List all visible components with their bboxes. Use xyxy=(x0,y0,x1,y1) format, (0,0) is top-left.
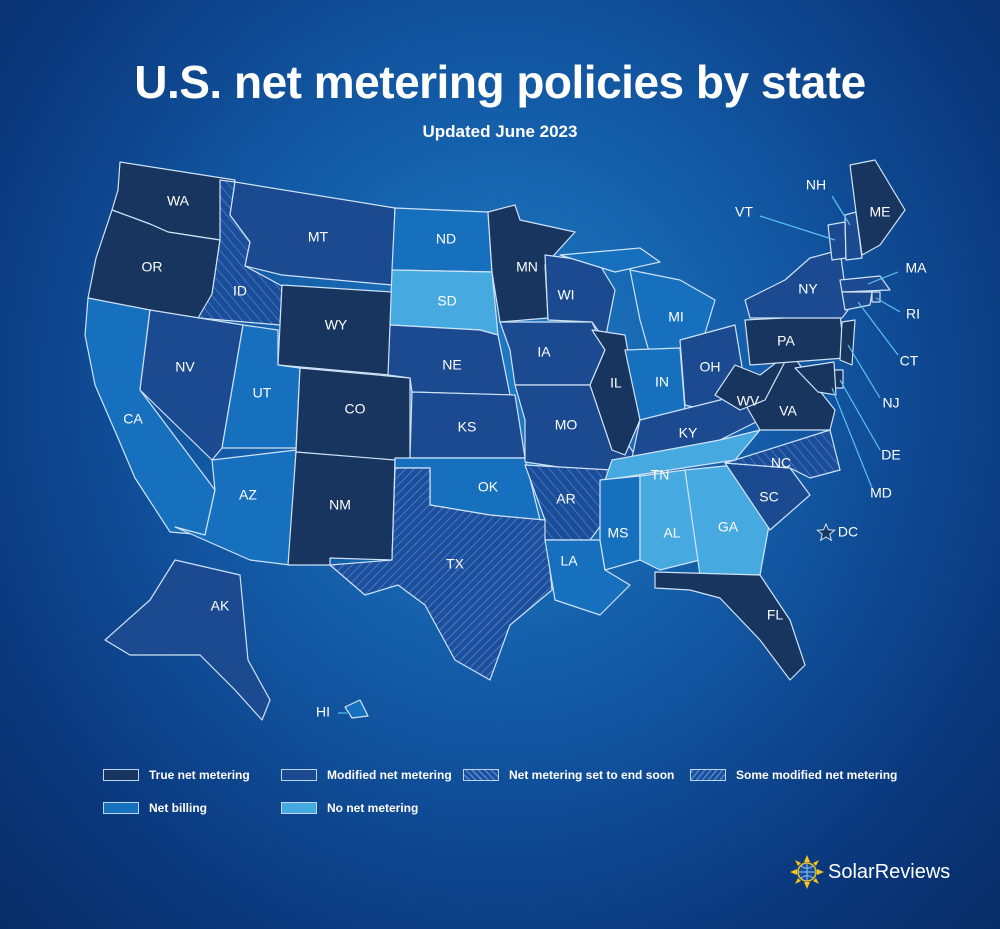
state-label-ut: UT xyxy=(253,385,272,401)
state-label-al: AL xyxy=(663,525,680,541)
callout-line-ma xyxy=(867,271,899,285)
legend-item-some-modified-net-metering: Some modified net metering xyxy=(690,768,897,782)
legend-item-net-billing: Net billing xyxy=(103,801,207,815)
state-label-ma: MA xyxy=(906,260,928,276)
legend: True net metering Modified net metering … xyxy=(103,768,923,828)
state-label-ar: AR xyxy=(556,491,575,507)
state-fl xyxy=(654,571,806,681)
callout-line-nj xyxy=(847,344,881,399)
legend-swatch xyxy=(103,802,139,814)
state-al xyxy=(639,469,701,571)
callout-line-de xyxy=(839,379,881,451)
legend-label: True net metering xyxy=(149,768,250,782)
state-ia xyxy=(499,321,606,386)
state-label-va: VA xyxy=(779,403,797,419)
state-label-oh: OH xyxy=(700,359,721,375)
solarreviews-logo: SolarReviews xyxy=(790,855,950,889)
state-label-ks: KS xyxy=(458,419,477,435)
state-label-ms: MS xyxy=(608,525,629,541)
state-label-me: ME xyxy=(870,204,891,220)
state-label-de: DE xyxy=(881,447,900,463)
state-label-pa: PA xyxy=(777,333,795,349)
state-label-hi: HI xyxy=(316,704,330,720)
state-label-mt: MT xyxy=(308,229,329,245)
sun-globe-icon xyxy=(790,855,824,889)
state-label-or: OR xyxy=(142,259,163,275)
dc-star-icon xyxy=(816,522,836,542)
state-label-nh: NH xyxy=(806,177,826,193)
state-label-nm: NM xyxy=(329,497,351,513)
callout-line-vt xyxy=(759,215,836,241)
legend-label: Net metering set to end soon xyxy=(509,768,675,782)
state-tx xyxy=(329,467,553,681)
state-label-dc: DC xyxy=(838,524,858,540)
state-label-in: IN xyxy=(655,374,669,390)
state-label-id: ID xyxy=(233,283,247,299)
state-pa xyxy=(744,314,846,366)
state-ct xyxy=(841,291,873,311)
state-label-wi: WI xyxy=(557,287,574,303)
state-ri xyxy=(871,291,881,303)
state-label-ne: NE xyxy=(442,357,461,373)
state-label-ak: AK xyxy=(211,598,230,614)
state-label-ia: IA xyxy=(537,344,551,360)
state-nj xyxy=(839,319,856,366)
legend-swatch xyxy=(463,769,499,781)
state-label-fl: FL xyxy=(767,607,784,623)
callout-line-md xyxy=(831,387,873,489)
state-label-mo: MO xyxy=(555,417,578,433)
state-label-nd: ND xyxy=(436,231,456,247)
callout-line-nh xyxy=(831,195,851,226)
state-label-az: AZ xyxy=(239,487,257,503)
legend-label: Net billing xyxy=(149,801,207,815)
state-label-sd: SD xyxy=(437,293,456,309)
state-label-wv: WV xyxy=(737,393,760,409)
state-ak xyxy=(104,559,271,721)
state-label-nj: NJ xyxy=(882,395,899,411)
state-label-ca: CA xyxy=(123,411,143,427)
state-label-md: MD xyxy=(870,485,892,501)
state-label-nv: NV xyxy=(175,359,195,375)
state-ms xyxy=(599,475,641,571)
state-label-la: LA xyxy=(560,553,578,569)
callout-line-ri xyxy=(875,297,901,313)
state-label-ri: RI xyxy=(906,306,920,322)
state-label-tx: TX xyxy=(446,556,465,572)
state-label-wy: WY xyxy=(325,317,348,333)
state-label-ct: CT xyxy=(900,353,919,369)
callout-line-ct xyxy=(857,301,899,356)
state-hi xyxy=(344,699,369,719)
legend-swatch xyxy=(690,769,726,781)
state-label-sc: SC xyxy=(759,489,778,505)
state-label-tn: TN xyxy=(651,467,670,483)
state-label-co: CO xyxy=(345,401,366,417)
state-me xyxy=(849,159,906,256)
legend-label: Modified net metering xyxy=(327,768,452,782)
state-label-ny: NY xyxy=(798,281,818,297)
legend-label: Some modified net metering xyxy=(736,768,898,782)
map-title: U.S. net metering policies by state xyxy=(134,56,866,108)
state-label-ga: GA xyxy=(718,519,739,535)
legend-item-net-metering-set-to-end-soon: Net metering set to end soon xyxy=(463,768,674,782)
legend-item-modified-net-metering: Modified net metering xyxy=(281,768,452,782)
state-label-il: IL xyxy=(610,375,622,391)
state-label-vt: VT xyxy=(735,204,753,220)
legend-item-true-net-metering: True net metering xyxy=(103,768,250,782)
legend-label: No net metering xyxy=(327,801,419,815)
legend-item-no-net-metering: No net metering xyxy=(281,801,418,815)
legend-swatch xyxy=(281,802,317,814)
map-subtitle: Updated June 2023 xyxy=(422,122,578,141)
state-label-wa: WA xyxy=(167,193,190,209)
state-label-mi: MI xyxy=(668,309,684,325)
legend-swatch xyxy=(103,769,139,781)
state-md xyxy=(794,361,837,396)
state-label-ok: OK xyxy=(478,479,499,495)
state-label-ky: KY xyxy=(679,425,698,441)
state-label-mn: MN xyxy=(516,259,538,275)
brand-name: SolarReviews xyxy=(828,860,951,883)
state-label-nc: NC xyxy=(771,455,791,471)
state-nv xyxy=(139,309,244,461)
legend-swatch xyxy=(281,769,317,781)
